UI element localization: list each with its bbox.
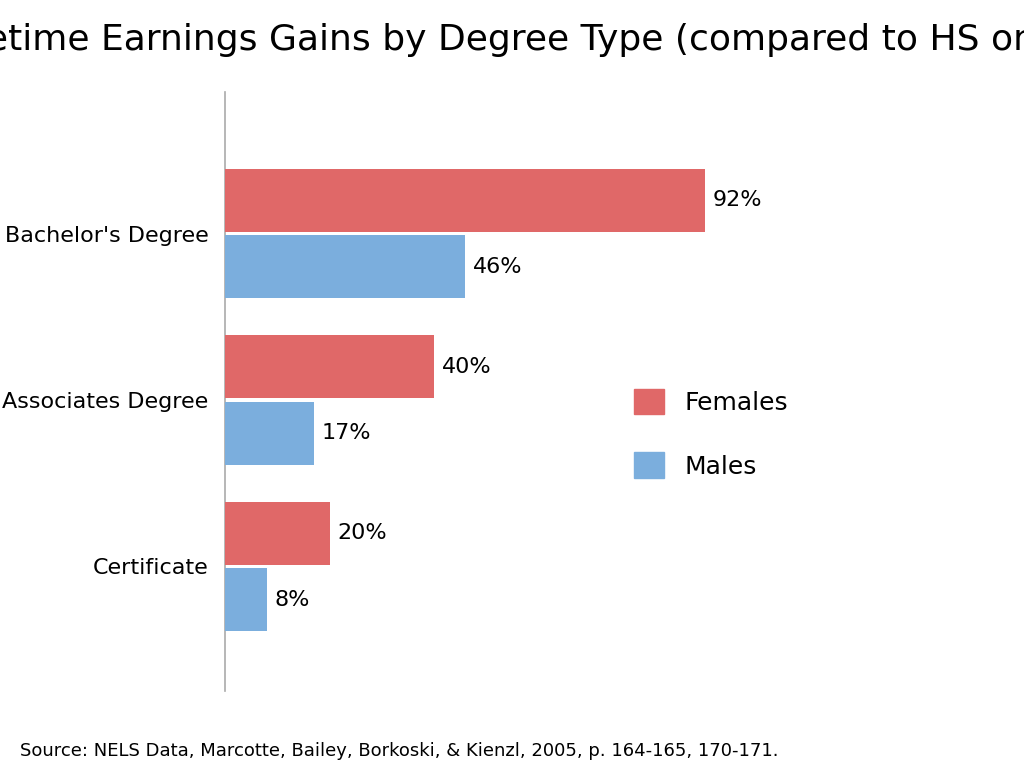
Bar <box>225 235 465 299</box>
Text: 20%: 20% <box>337 523 387 543</box>
Text: 92%: 92% <box>713 190 762 210</box>
Bar <box>225 169 705 232</box>
Text: Source: NELS Data, Marcotte, Bailey, Borkoski, & Kienzl, 2005, p. 164-165, 170-1: Source: NELS Data, Marcotte, Bailey, Bor… <box>20 743 779 760</box>
Bar <box>225 402 314 465</box>
Bar <box>225 335 434 399</box>
Text: 46%: 46% <box>473 257 522 277</box>
Legend: Females, Males: Females, Males <box>624 379 798 488</box>
Bar <box>225 568 267 631</box>
Text: 8%: 8% <box>274 590 310 610</box>
Text: Lifetime Earnings Gains by Degree Type (compared to HS only): Lifetime Earnings Gains by Degree Type (… <box>0 23 1024 57</box>
Text: 40%: 40% <box>441 356 492 377</box>
Text: 17%: 17% <box>322 423 372 443</box>
Bar <box>225 502 330 564</box>
